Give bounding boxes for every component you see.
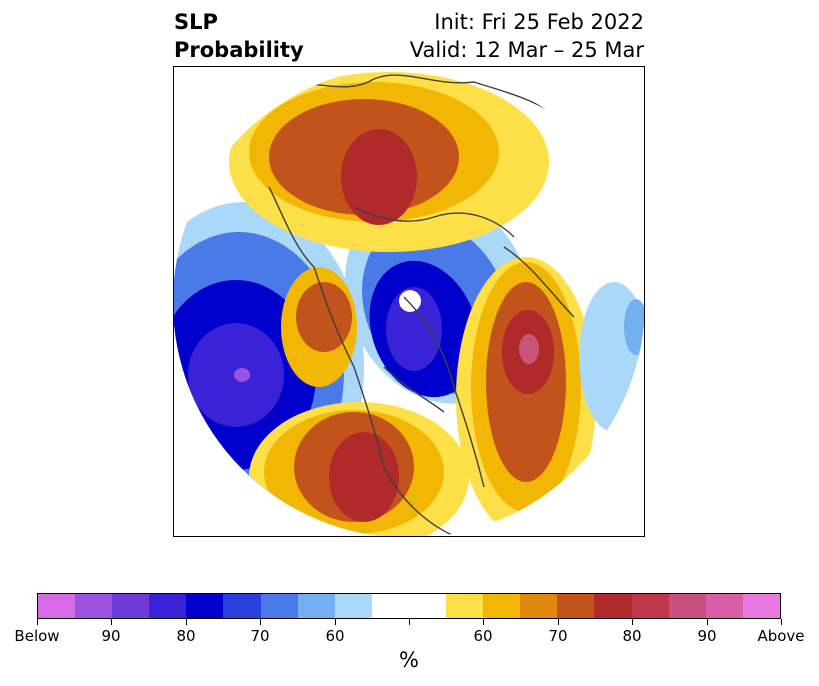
map-canvas bbox=[174, 67, 644, 536]
colorbar-tick-label: 80 bbox=[176, 627, 196, 645]
colorbar-tick-label: 90 bbox=[697, 627, 717, 645]
colorbar-segment bbox=[112, 594, 150, 618]
probability-field bbox=[174, 67, 644, 536]
chart-title-right: Init: Fri 25 Feb 2022 Valid: 12 Mar – 25… bbox=[410, 8, 644, 64]
colorbar-tick-label: 70 bbox=[548, 627, 568, 645]
colorbar-segment bbox=[742, 594, 780, 618]
colorbar-tick bbox=[483, 619, 484, 625]
colorbar-segment bbox=[631, 594, 669, 618]
title-type: Probability bbox=[174, 38, 304, 62]
colorbar-segment bbox=[668, 594, 706, 618]
colorbar-segment bbox=[705, 594, 743, 618]
colorbar-tick bbox=[409, 619, 410, 625]
colorbar-segment bbox=[223, 594, 261, 618]
colorbar-tick-label: 90 bbox=[101, 627, 121, 645]
colorbar-tick-label: 80 bbox=[622, 627, 642, 645]
colorbar-segment bbox=[334, 594, 372, 618]
colorbar-segment bbox=[408, 594, 447, 618]
colorbar-segment bbox=[594, 594, 632, 618]
colorbar-tick bbox=[558, 619, 559, 625]
colorbar-segment bbox=[38, 594, 76, 618]
colorbar-tick bbox=[335, 619, 336, 625]
below-polar-high bbox=[386, 287, 442, 371]
colorbar-segment bbox=[75, 594, 113, 618]
valid-period: Valid: 12 Mar – 25 Mar bbox=[409, 38, 644, 62]
title-variable: SLP bbox=[174, 10, 218, 34]
colorbar-tick bbox=[707, 619, 708, 625]
colorbar-segment bbox=[520, 594, 558, 618]
init-date: Init: Fri 25 Feb 2022 bbox=[434, 10, 644, 34]
below-pacific-core bbox=[234, 368, 250, 382]
colorbar-tick-label: 70 bbox=[250, 627, 270, 645]
above-namerica-high bbox=[329, 432, 399, 522]
colorbar-unit-label: % bbox=[399, 648, 419, 672]
colorbar-tick bbox=[37, 619, 38, 625]
colorbar-tick-label: 60 bbox=[325, 627, 345, 645]
colorbar-tick bbox=[632, 619, 633, 625]
polar-hole bbox=[399, 290, 421, 312]
polar-map bbox=[173, 66, 645, 537]
colorbar-segment bbox=[483, 594, 521, 618]
colorbar-segment bbox=[371, 594, 409, 618]
colorbar-tick bbox=[260, 619, 261, 625]
colorbar-segment bbox=[186, 594, 224, 618]
chart-title-left: SLP Probability bbox=[174, 8, 304, 64]
colorbar-tick bbox=[111, 619, 112, 625]
colorbar-segment bbox=[446, 594, 484, 618]
colorbar-segment bbox=[149, 594, 187, 618]
colorbar bbox=[37, 593, 781, 619]
colorbar-tick bbox=[781, 619, 782, 625]
colorbar-segment bbox=[557, 594, 595, 618]
colorbar-tick-label: Below bbox=[14, 627, 60, 645]
colorbar-tick-label: 60 bbox=[473, 627, 493, 645]
colorbar-segment bbox=[297, 594, 335, 618]
above-atlantic-core bbox=[519, 334, 539, 364]
above-alaska-mid bbox=[296, 282, 352, 352]
above-europe-high bbox=[341, 129, 417, 225]
colorbar-tick bbox=[186, 619, 187, 625]
colorbar-segment bbox=[260, 594, 298, 618]
colorbar-tick-label: Above bbox=[757, 627, 805, 645]
